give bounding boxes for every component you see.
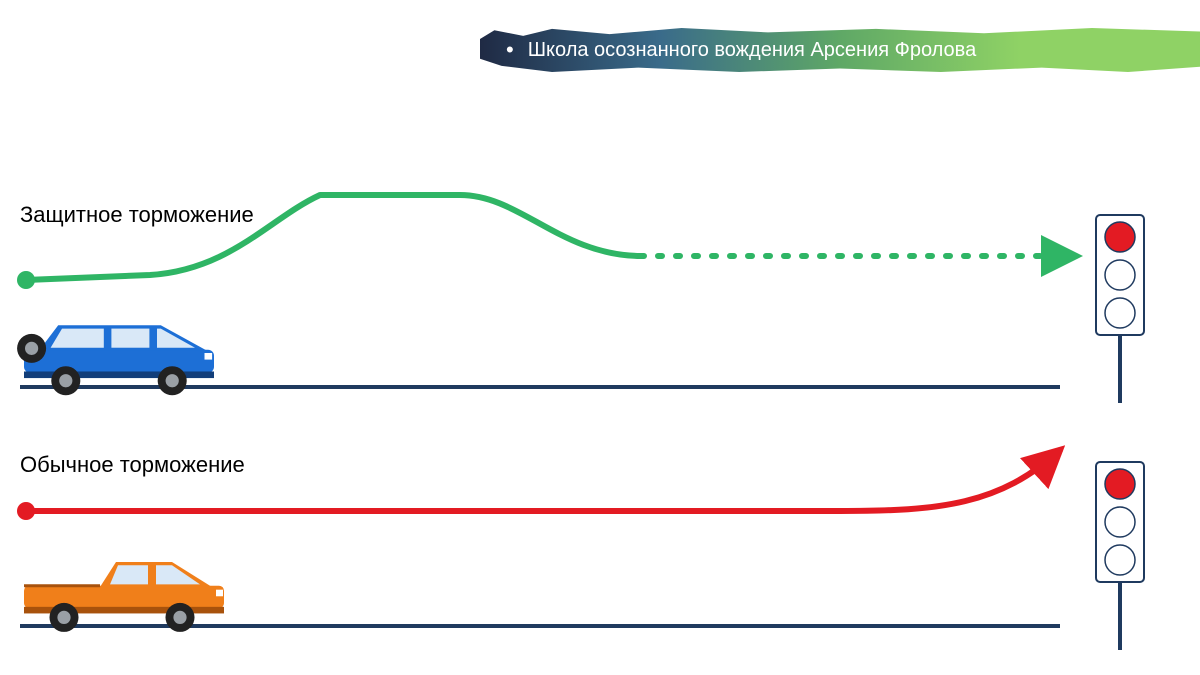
normal-curve <box>26 450 1060 511</box>
traffic-light-icon <box>1096 215 1144 403</box>
car-suv-icon <box>17 325 214 395</box>
car-pickup-icon <box>24 562 224 632</box>
traffic-light-icon <box>1096 462 1144 650</box>
diagram-canvas <box>0 0 1200 675</box>
defensive-curve <box>26 195 640 280</box>
